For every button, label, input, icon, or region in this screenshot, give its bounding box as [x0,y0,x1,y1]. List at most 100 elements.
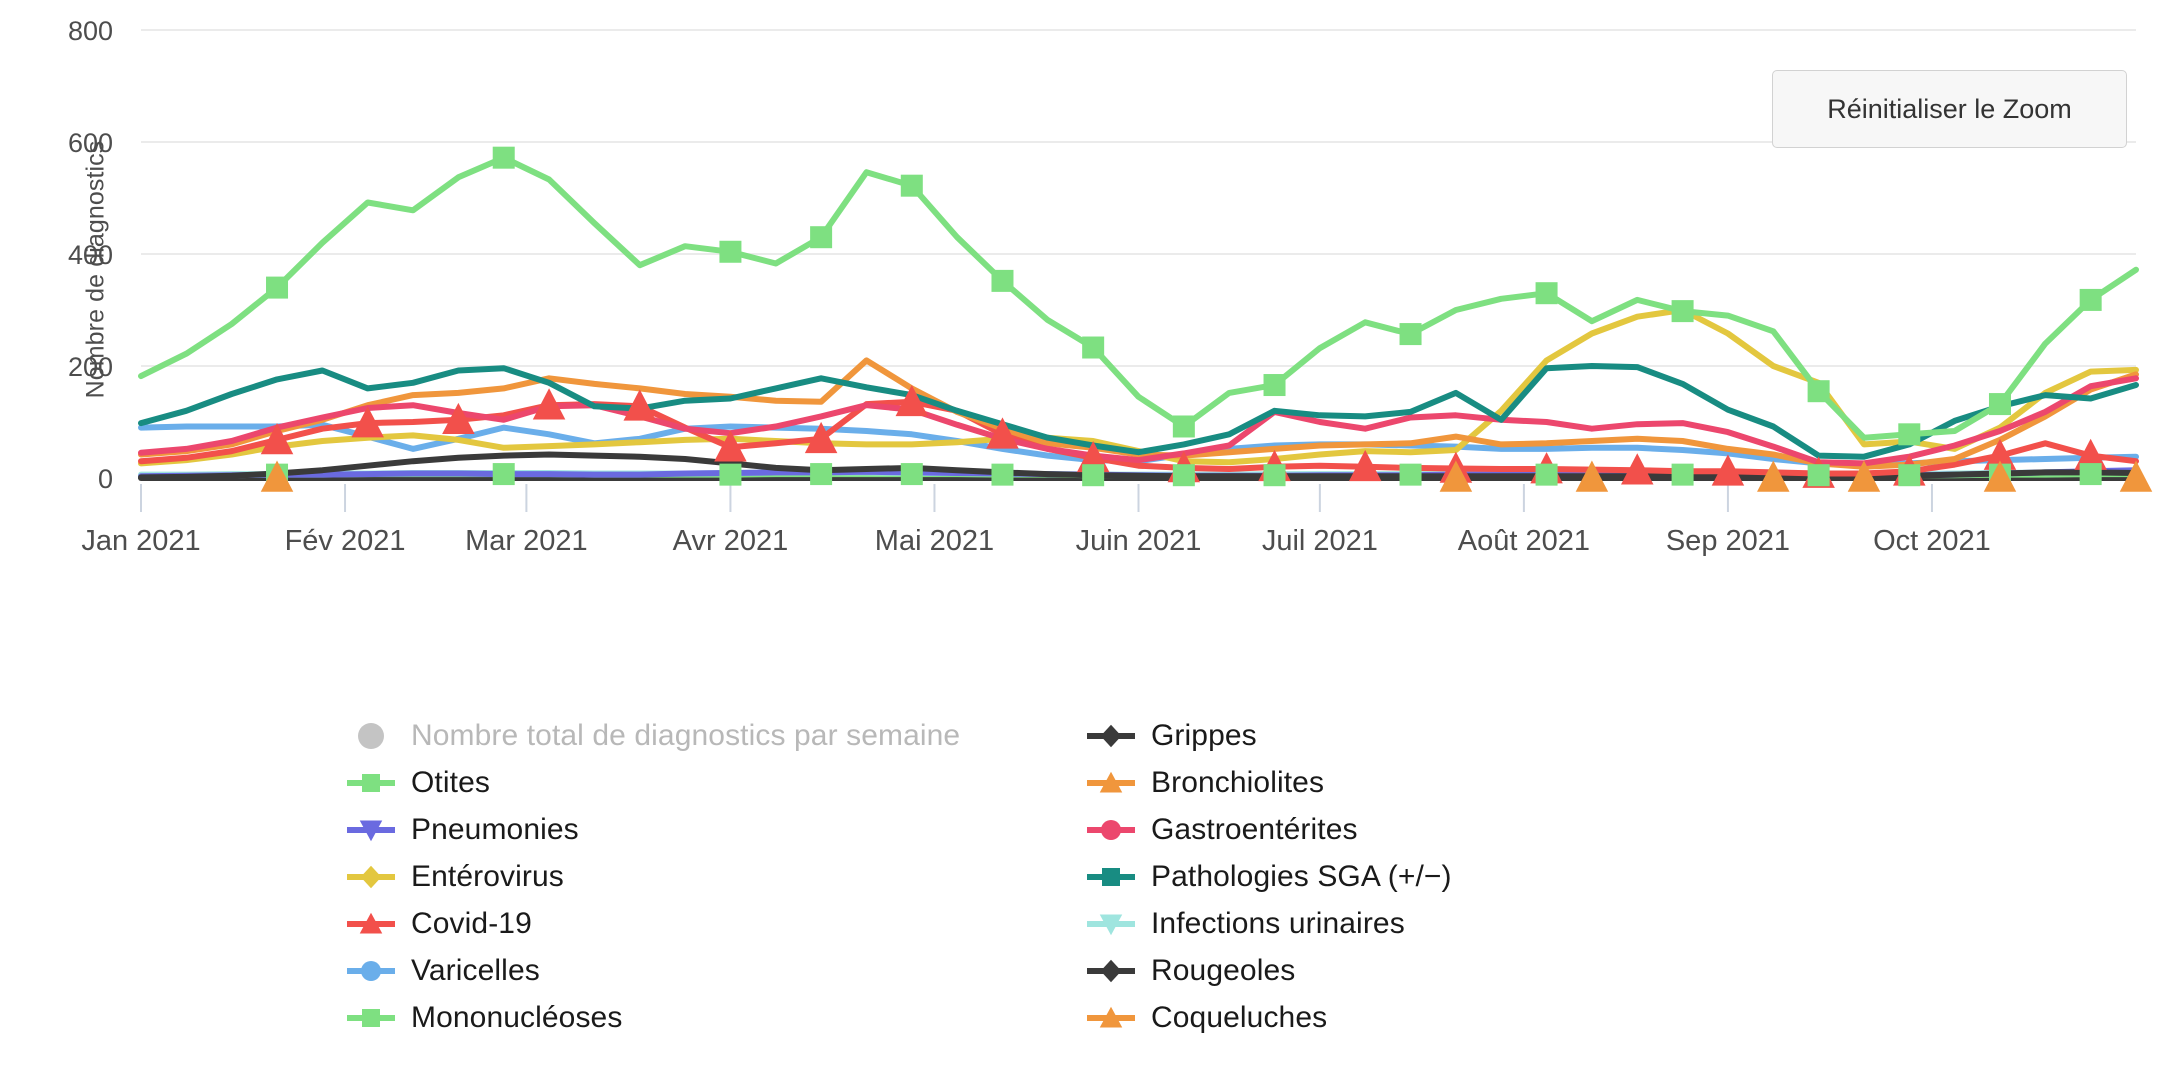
y-tick-label: 0 [98,464,113,494]
chart-legend: Nombre total de diagnostics par semaine O… [0,712,2172,1074]
series-marker [2079,463,2102,486]
x-tick-marks [140,484,1933,512]
series-marker [1671,300,1694,323]
legend-marker-square-icon [347,1008,395,1027]
legend-swatch [1085,813,1137,847]
x-tick-label: Fév 2021 [285,525,406,557]
x-tick-labels: Jan 2021 Fév 2021 Mar 2021 Avr 2021 Mai 2021… [81,525,1990,557]
legend-marker-triangle-down-icon [1087,914,1135,935]
x-tick-label: Août 2021 [1458,525,1590,557]
series-marker [1898,423,1921,446]
legend-swatch [1085,907,1137,941]
series-marker [260,460,294,492]
series-marker [1399,323,1422,346]
series-marker [1983,438,2017,470]
series-marker [1082,464,1105,487]
legend-item-infections-urinaires[interactable]: Infections urinaires [1085,900,2085,947]
series-marker [1757,460,1790,492]
legend-item-rougeoles[interactable]: Rougeoles [1085,947,2085,994]
legend-marker-circle-icon [358,722,384,749]
legend-item-mononucl-oses[interactable]: Mononucléoses [345,994,1085,1041]
legend-item-label: Rougeoles [1151,953,1296,987]
series-marker [260,423,294,455]
series-marker [1172,464,1195,487]
legend-marker-circle-icon [1087,819,1135,840]
legend-marker-square-icon [1087,867,1135,886]
series-line[interactable] [138,451,2139,481]
legend-item-label: Pathologies SGA (+/−) [1151,859,1452,893]
series-marker [1263,374,1286,397]
legend-item-label: Varicelles [411,953,540,987]
series-marker [1172,415,1195,438]
series-marker [1535,282,1558,305]
series-line[interactable] [138,398,2139,477]
legend-item-label: Bronchiolites [1151,765,1325,799]
series-marker [1263,464,1286,487]
series-line[interactable] [138,154,2139,441]
legend-item-label: Entérovirus [411,859,564,893]
legend-item-label: Gastroentérites [1151,812,1358,846]
legend-item-varicelles[interactable]: Varicelles [345,947,1085,994]
series-marker [1807,464,1830,487]
series-marker [804,421,838,454]
legend-marker-triangle-up-icon [1087,771,1135,792]
series-line[interactable] [138,375,2139,467]
series-marker [1348,449,1382,482]
legend-marker-circle-icon [347,960,395,981]
series-marker [1399,463,1422,486]
legend-marker-square-icon [347,773,395,792]
series-marker [266,276,289,299]
series-lines [138,154,2139,481]
series-line[interactable] [138,307,2139,467]
legend-marker-diamond-icon [347,865,395,888]
y-axis-title: Nombre de diagnostics [81,140,110,399]
series-marker [1575,460,1609,492]
legend-item-pneumonies[interactable]: Pneumonies [345,806,1085,853]
legend-swatch [345,1001,397,1035]
x-tick-label: Juin 2021 [1076,525,1202,557]
legend-item-label: Mononucléoses [411,1000,623,1034]
legend-item-otites[interactable]: Otites [345,759,1085,806]
series-marker [1671,463,1694,486]
line-chart[interactable]: 0 200 400 600 800 Jan 2021 Fév 2021 Mar 2021 Av… [0,0,2172,690]
chart-canvas[interactable]: 0 200 400 600 800 Jan 2021 Fév 2021 Mar 2021 Av… [0,0,2172,690]
legend-marker-triangle-up-icon [347,912,395,933]
legend-item-label: Nombre total de diagnostics par semaine [411,718,961,752]
legend-item-ent-rovirus[interactable]: Entérovirus [345,853,1085,900]
legend-item-covid-19[interactable]: Covid-19 [345,900,1085,947]
series-marker [1847,460,1881,492]
legend-column-left: Nombre total de diagnostics par semaine O… [345,712,1085,1041]
series-line[interactable] [138,363,2139,460]
series-marker [492,463,515,486]
legend-swatch [1085,954,1137,988]
series-marker [1711,454,1745,486]
legend-swatch [1085,860,1137,894]
legend-swatch [345,813,397,847]
series-marker [895,384,929,417]
legend-swatch [345,860,397,894]
series-marker [900,174,923,197]
legend-item-label: Infections urinaires [1151,906,1405,940]
legend-item-bronchiolites[interactable]: Bronchiolites [1085,759,2085,806]
legend-item-gastroent-rites[interactable]: Gastroentérites [1085,806,2085,853]
series-marker [900,463,923,486]
x-tick-label: Mai 2021 [875,525,994,557]
series-marker [2079,288,2102,311]
series-marker [351,406,384,438]
series-marker [1898,464,1921,487]
series-marker [810,226,833,249]
legend-marker-triangle-down-icon [347,820,395,841]
legend-swatch [345,766,397,800]
legend-item-coqueluches[interactable]: Coqueluches [1085,994,2085,1041]
series-marker [442,402,475,435]
legend-marker-triangle-up-icon [1087,1006,1135,1027]
x-tick-label: Oct 2021 [1873,525,1991,557]
legend-item-grippes[interactable]: Grippes [1085,712,2085,759]
legend-item-nombre-total-de-diagnostics-par-semaine[interactable]: Nombre total de diagnostics par semaine [345,712,1085,759]
legend-item-label: Pneumonies [411,812,579,846]
y-tick-label: 600 [68,128,113,158]
reset-zoom-button[interactable]: Réinitialiser le Zoom [1772,70,2127,148]
series-marker [2074,438,2107,470]
legend-item-pathologies-sga[interactable]: Pathologies SGA (+/−) [1085,853,2085,900]
y-tick-labels: 0 200 400 600 800 [68,16,113,494]
